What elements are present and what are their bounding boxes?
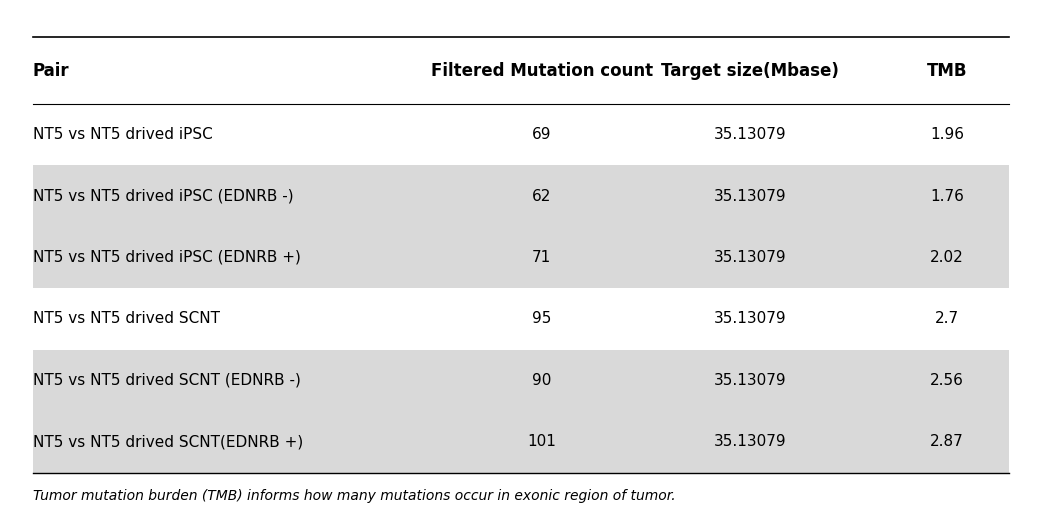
Text: NT5 vs NT5 drived SCNT (EDNRB -): NT5 vs NT5 drived SCNT (EDNRB -) — [32, 373, 300, 388]
Text: 101: 101 — [527, 434, 556, 450]
Bar — [32, 350, 1010, 411]
Text: TMB: TMB — [926, 61, 967, 79]
Text: NT5 vs NT5 drived iPSC (EDNRB +): NT5 vs NT5 drived iPSC (EDNRB +) — [32, 250, 300, 265]
Text: 1.96: 1.96 — [931, 127, 964, 142]
Bar — [32, 227, 1010, 288]
Text: 35.13079: 35.13079 — [714, 312, 786, 327]
Text: 69: 69 — [532, 127, 551, 142]
Text: NT5 vs NT5 drived SCNT(EDNRB +): NT5 vs NT5 drived SCNT(EDNRB +) — [32, 434, 303, 450]
Text: 2.7: 2.7 — [935, 312, 959, 327]
Text: 62: 62 — [532, 188, 551, 203]
Text: Tumor mutation burden (TMB) informs how many mutations occur in exonic region of: Tumor mutation burden (TMB) informs how … — [32, 489, 675, 503]
Text: NT5 vs NT5 drived SCNT: NT5 vs NT5 drived SCNT — [32, 312, 220, 327]
Text: 35.13079: 35.13079 — [714, 434, 786, 450]
Text: NT5 vs NT5 drived iPSC: NT5 vs NT5 drived iPSC — [32, 127, 213, 142]
Text: 35.13079: 35.13079 — [714, 127, 786, 142]
Text: 2.02: 2.02 — [931, 250, 964, 265]
Text: 35.13079: 35.13079 — [714, 373, 786, 388]
Text: 95: 95 — [532, 312, 551, 327]
Text: 71: 71 — [532, 250, 551, 265]
Text: 1.76: 1.76 — [931, 188, 964, 203]
Text: Filtered Mutation count: Filtered Mutation count — [430, 61, 653, 79]
Text: 90: 90 — [532, 373, 551, 388]
Text: 35.13079: 35.13079 — [714, 188, 786, 203]
Text: Target size(Mbase): Target size(Mbase) — [661, 61, 839, 79]
Text: 2.87: 2.87 — [931, 434, 964, 450]
Text: 35.13079: 35.13079 — [714, 250, 786, 265]
Text: 2.56: 2.56 — [931, 373, 964, 388]
Bar — [32, 411, 1010, 473]
Text: Pair: Pair — [32, 61, 69, 79]
Bar — [32, 165, 1010, 227]
Text: NT5 vs NT5 drived iPSC (EDNRB -): NT5 vs NT5 drived iPSC (EDNRB -) — [32, 188, 293, 203]
